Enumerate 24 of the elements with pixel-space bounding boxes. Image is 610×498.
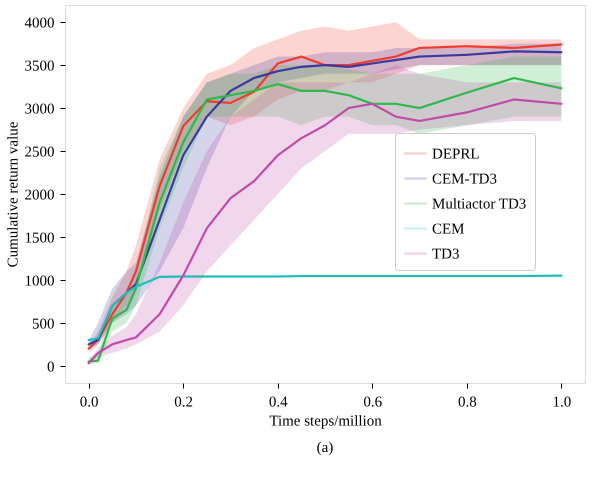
legend-label: TD3 — [432, 246, 460, 262]
y-tick-label: 2000 — [24, 188, 54, 204]
y-tick-label: 4000 — [24, 16, 54, 32]
legend-label: DEPRL — [432, 146, 480, 162]
x-tick-label: 0.8 — [458, 394, 477, 410]
y-tick-label: 0 — [47, 359, 54, 376]
x-tick-label: 0.0 — [80, 394, 99, 410]
x-axis-title: Time steps/million — [269, 414, 382, 430]
legend-label: CEM-TD3 — [432, 172, 497, 188]
y-axis-title: Cumulative return value — [6, 121, 22, 268]
y-tick-label: 500 — [32, 316, 54, 332]
legend-label: Multiactor TD3 — [432, 196, 526, 212]
legend-label: CEM — [432, 222, 465, 238]
y-tick-label: 3500 — [24, 58, 54, 75]
y-tick-label: 1500 — [24, 230, 54, 246]
x-tick-label: 1.0 — [552, 394, 572, 410]
x-tick-label: 0.6 — [363, 394, 383, 410]
x-tick-label: 0.4 — [268, 394, 288, 410]
x-tick-label: 0.2 — [174, 394, 194, 410]
text: (a) — [316, 440, 334, 456]
line-series — [88, 274, 562, 342]
y-tick-label: 1000 — [24, 273, 54, 290]
y-tick-label: 2500 — [24, 144, 54, 161]
y-tick-label: 3000 — [24, 102, 54, 118]
